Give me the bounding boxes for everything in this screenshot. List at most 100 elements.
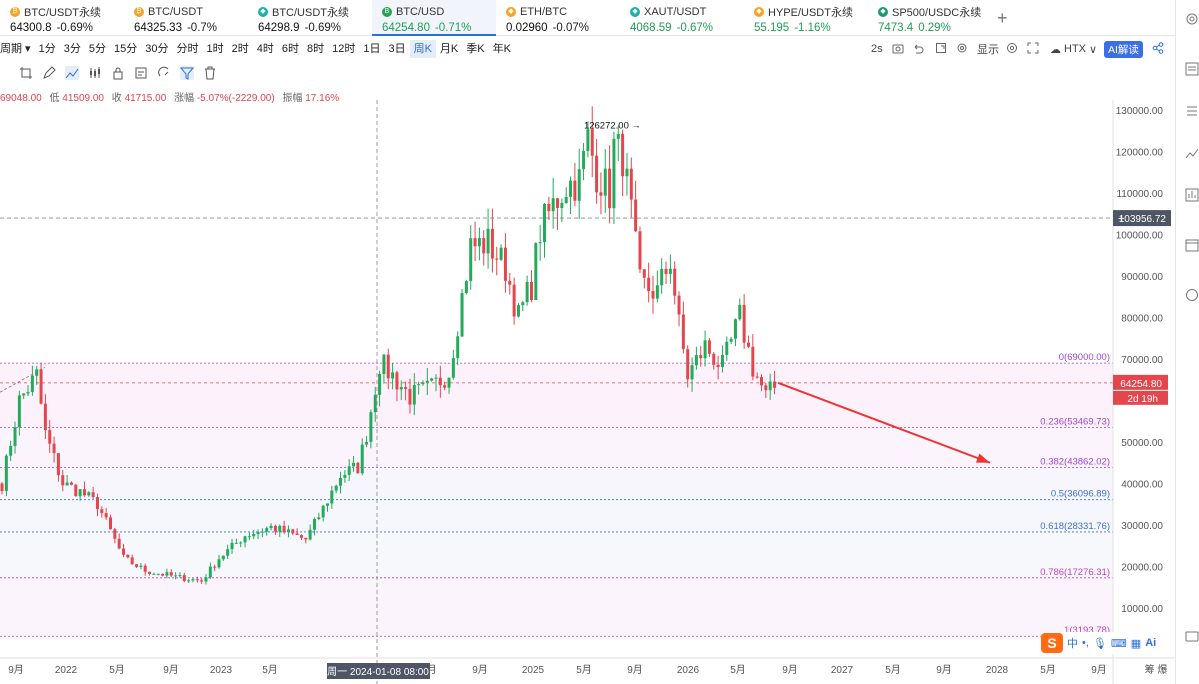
share-icon[interactable] [1152, 42, 1164, 66]
interval-option[interactable]: 3分 [63, 43, 81, 55]
chart-line-icon[interactable] [1185, 146, 1199, 160]
candle-body [365, 441, 369, 445]
interval-option[interactable]: 1时 [206, 43, 224, 55]
ticker-price: 55.195 [754, 22, 790, 34]
fib-band [0, 467, 1113, 500]
ticker-name: HYPE/USDT永续 [768, 7, 853, 19]
interval-option[interactable]: 2时 [231, 43, 249, 55]
candle-body [521, 302, 525, 306]
sogou-icon[interactable]: S [1041, 633, 1063, 653]
interval-option[interactable]: 30分 [145, 43, 169, 55]
fib-level-label: 0.786(17276.31) [1040, 567, 1110, 578]
candle-body [651, 291, 655, 299]
refresh-label: 2s [871, 43, 883, 55]
ticker-tab[interactable]: ◆ BTC/USDT永续 64298.9 -0.69% [248, 0, 372, 36]
list-icon[interactable] [1185, 104, 1199, 118]
interval-option[interactable]: 5分 [88, 43, 106, 55]
toolbox-icon[interactable]: ▦ [1130, 637, 1142, 650]
ticker-tab[interactable]: ◆ HYPE/USDT永续 55.195 -1.16% [744, 0, 868, 36]
ticker-tab[interactable]: B BTC/USD 64254.80 -0.71% [372, 0, 496, 36]
interval-option[interactable]: 12时 [332, 43, 356, 55]
interval-option[interactable]: 1日 [363, 43, 381, 55]
interval-option[interactable]: 3日 [388, 43, 406, 55]
trash-icon[interactable] [203, 66, 217, 80]
settings-gear-icon[interactable] [1185, 12, 1199, 26]
ohlc-change: -5.07%(-2229.00) [196, 93, 275, 104]
ticker-tab[interactable]: ◆ ETH/BTC 0.02960 -0.07% [496, 0, 620, 36]
candle-body [621, 133, 625, 177]
undo-icon[interactable] [912, 42, 924, 66]
ticker-tab[interactable]: ◆ XAUT/USDT 4068.59 -0.67% [620, 0, 744, 36]
price-axis-tick: 100000.00 [1116, 231, 1164, 242]
interval-option[interactable]: 月K [439, 43, 459, 55]
ticker-tab[interactable]: ₿ BTC/USDT 64325.33 -0.7% [124, 0, 248, 36]
ticker-tab[interactable]: ◆ SP500/USDC永续 7473.4 0.29% [868, 0, 992, 36]
display-button[interactable]: 显示 [977, 37, 999, 61]
note-icon[interactable] [134, 66, 148, 80]
interval-option[interactable]: 周K [409, 40, 436, 58]
ticker-name: SP500/USDC永续 [892, 7, 982, 19]
candle-body [469, 238, 473, 281]
candle-body [282, 525, 286, 533]
fullscreen-icon[interactable] [1027, 42, 1039, 66]
price-chart[interactable]: 0(69000.00) 0.236(53469.73) 0.382(43862.02… [0, 100, 1175, 684]
price-axis-tick: 50000.00 [1121, 438, 1163, 449]
compare-icon[interactable] [1185, 188, 1199, 202]
ticker-price: 64300.8 [10, 22, 52, 34]
candle-body [82, 489, 86, 496]
candle-body [529, 281, 533, 301]
exchange-selector[interactable]: ☁ HTX ∨ [1050, 43, 1098, 56]
interval-option[interactable]: 季K [466, 43, 485, 55]
ticker-name-row: ◆ SP500/USDC永续 [878, 5, 992, 19]
interval-option[interactable]: 分时 [176, 43, 199, 55]
settings-icon[interactable] [956, 42, 968, 66]
trend-line-icon[interactable] [65, 66, 79, 80]
orderbook-icon[interactable] [1185, 62, 1199, 76]
coin-icon[interactable] [1185, 288, 1199, 302]
candle-body [603, 168, 607, 196]
interval-option[interactable]: 6时 [281, 43, 299, 55]
pencil-icon[interactable] [42, 66, 56, 80]
candle-body [265, 528, 269, 532]
candle-body [78, 489, 82, 497]
candle-body [703, 340, 707, 359]
gear-icon[interactable] [1006, 42, 1018, 66]
interval-option[interactable]: 15分 [113, 43, 138, 55]
candle-body [260, 531, 264, 533]
ticker-name: BTC/USDT永续 [272, 7, 349, 19]
candles-icon[interactable] [88, 66, 102, 80]
chat-icon[interactable] [1185, 630, 1199, 644]
ticker-tab[interactable]: ₿ BTC/USDT永续 64300.8 -0.69% [0, 0, 124, 36]
crop-icon[interactable] [19, 66, 33, 80]
punctuation-icon[interactable]: •, [1082, 637, 1089, 649]
candle-body [247, 536, 251, 538]
interval-option[interactable]: 4时 [256, 43, 274, 55]
calendar-icon[interactable] [1185, 238, 1199, 252]
filter-icon[interactable] [180, 66, 194, 80]
ai-icon[interactable]: Ai [1145, 637, 1157, 649]
lock-icon[interactable] [111, 66, 125, 80]
chinese-mode-icon[interactable]: 中 [1067, 638, 1078, 650]
interval-option[interactable]: 1分 [38, 43, 56, 55]
camera-icon[interactable] [892, 42, 904, 66]
interval-option[interactable]: 年K [492, 43, 511, 55]
candle-body [304, 537, 308, 540]
magnet-icon[interactable] [157, 66, 171, 80]
candle-body [490, 228, 494, 259]
period-dropdown[interactable]: 周期 ▾ [0, 43, 31, 55]
add-tab-icon[interactable]: + [997, 8, 1008, 28]
candle-body [451, 358, 455, 378]
microphone-icon[interactable]: 🎙 [1092, 637, 1107, 650]
refresh-rate[interactable]: 2s [871, 37, 883, 61]
candle-body [712, 353, 716, 365]
candle-body [764, 385, 768, 391]
ai-interpret-button[interactable]: AI解读 [1104, 37, 1143, 61]
ticker-change: -1.16% [794, 22, 831, 34]
keyboard-icon[interactable]: ⌨ [1110, 637, 1127, 650]
candle-body [165, 572, 169, 576]
candle-body [200, 580, 204, 582]
candle-body [308, 529, 312, 540]
interval-option[interactable]: 8时 [306, 43, 325, 55]
candle-body [91, 492, 95, 498]
window-icon[interactable] [935, 42, 947, 66]
